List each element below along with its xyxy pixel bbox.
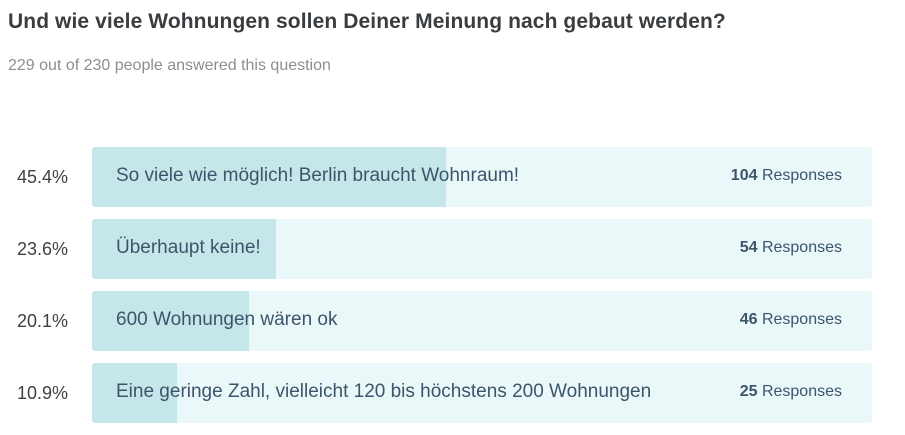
result-bar-track: So viele wie möglich! Berlin braucht Woh… <box>92 147 872 207</box>
result-unit-label: Responses <box>761 167 842 184</box>
result-option-label: So viele wie möglich! Berlin braucht Woh… <box>116 165 520 186</box>
result-row: 10.9% Eine geringe Zahl, vielleicht 120 b… <box>0 363 905 423</box>
result-count: 54 <box>739 239 758 256</box>
result-bar-fill <box>92 363 178 423</box>
result-percent: 45.4% <box>16 167 68 187</box>
result-responses: 25 Responses <box>740 363 842 423</box>
result-row: 45.4% So viele wie möglich! Berlin brauch… <box>0 147 905 207</box>
result-option-label: Eine geringe Zahl, vielleicht 120 bis hö… <box>116 381 652 402</box>
result-option-label: 600 Wohnungen wären ok <box>116 309 338 330</box>
result-bar-fill <box>92 147 447 207</box>
result-unit-label: Responses <box>761 239 842 256</box>
result-count: 25 <box>739 383 758 400</box>
result-percent: 10.9% <box>16 383 68 403</box>
result-count: 46 <box>739 311 758 328</box>
result-unit-label: Responses <box>761 383 842 400</box>
result-row: 23.6% Überhaupt keine! 54 Responses <box>0 219 905 279</box>
result-bar-fill <box>92 219 277 279</box>
result-unit-label: Responses <box>761 311 842 328</box>
result-percent: 23.6% <box>16 239 68 259</box>
results-chart: 45.4% So viele wie möglich! Berlin brauch… <box>0 147 905 435</box>
result-bar-track: Überhaupt keine! 54 Responses <box>92 219 872 279</box>
answered-count: 229 out of 230 people answered this ques… <box>8 57 331 74</box>
result-percent: 20.1% <box>16 311 68 331</box>
result-count: 104 <box>730 167 758 184</box>
result-bar-track: Eine geringe Zahl, vielleicht 120 bis hö… <box>92 363 872 423</box>
result-row: 20.1% 600 Wohnungen wären ok 46 Responses <box>0 291 905 351</box>
result-responses: 46 Responses <box>740 291 842 351</box>
result-responses: 104 Responses <box>731 147 842 207</box>
result-responses: 54 Responses <box>740 219 842 279</box>
result-bar-track: 600 Wohnungen wären ok 46 Responses <box>92 291 872 351</box>
question-title: Und wie viele Wohnungen sollen Deiner Me… <box>8 10 726 33</box>
result-option-label: Überhaupt keine! <box>116 237 261 258</box>
result-bar-fill <box>92 291 249 351</box>
